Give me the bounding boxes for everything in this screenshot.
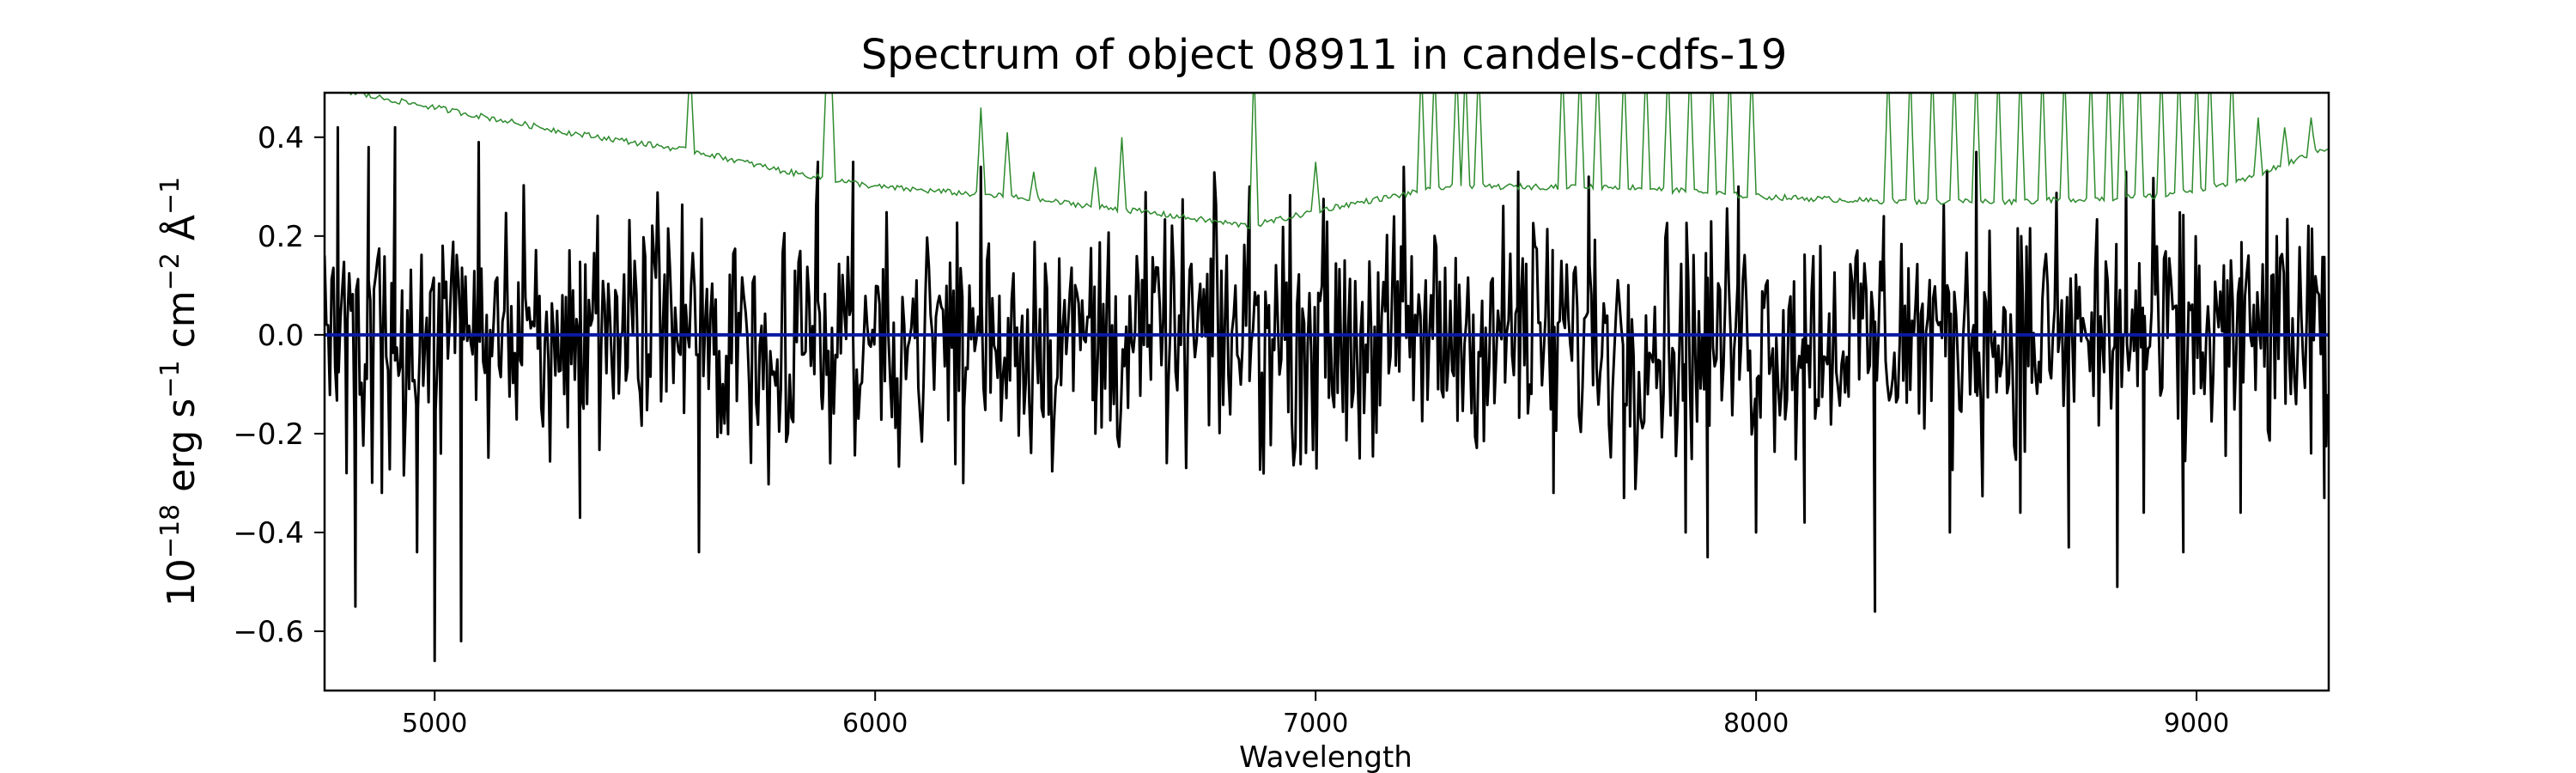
- x-axis-label: Wavelength: [1239, 740, 1413, 773]
- y-label-angstrom-exponent: −1: [155, 177, 185, 215]
- flux-spectrum-line: [325, 125, 2329, 662]
- x-tick-label: 8000: [1723, 709, 1789, 739]
- x-tick-label: 7000: [1283, 709, 1348, 739]
- y-tick-label: −0.4: [233, 516, 304, 551]
- y-tick-label: 0.2: [258, 220, 304, 254]
- y-label-cm-exponent: −2: [155, 253, 185, 290]
- y-tick-label: −0.2: [233, 417, 304, 452]
- x-tick-label: 5000: [402, 709, 467, 739]
- chart-title: Spectrum of object 08911 in candels-cdfs…: [861, 31, 1788, 79]
- plot-area: [323, 91, 2330, 692]
- y-tick-label: 0.0: [258, 319, 304, 353]
- error-spectrum-line: [341, 93, 2329, 230]
- y-label-base-exponent: −18: [155, 504, 185, 558]
- x-tick-label: 9000: [2164, 709, 2229, 739]
- y-tick-label: −0.6: [233, 615, 304, 649]
- y-label-s-exponent: −1: [155, 360, 185, 398]
- x-axis: 5000 6000 7000 8000 9000: [402, 691, 2229, 739]
- series-layer: [325, 93, 2329, 662]
- y-axis-label: 10−18 erg s−1 cm−2 Å−1: [155, 177, 204, 606]
- y-label-angstrom: Å: [158, 215, 204, 253]
- y-label-cm: cm: [160, 290, 204, 360]
- y-label-base: 10: [160, 558, 204, 606]
- x-tick-label: 6000: [842, 709, 908, 739]
- y-label-erg: erg s: [160, 399, 204, 504]
- y-axis: −0.6 −0.4 −0.2 0.0 0.2 0.4: [233, 121, 325, 649]
- y-tick-label: 0.4: [258, 121, 304, 155]
- plot-frame: [323, 91, 2330, 692]
